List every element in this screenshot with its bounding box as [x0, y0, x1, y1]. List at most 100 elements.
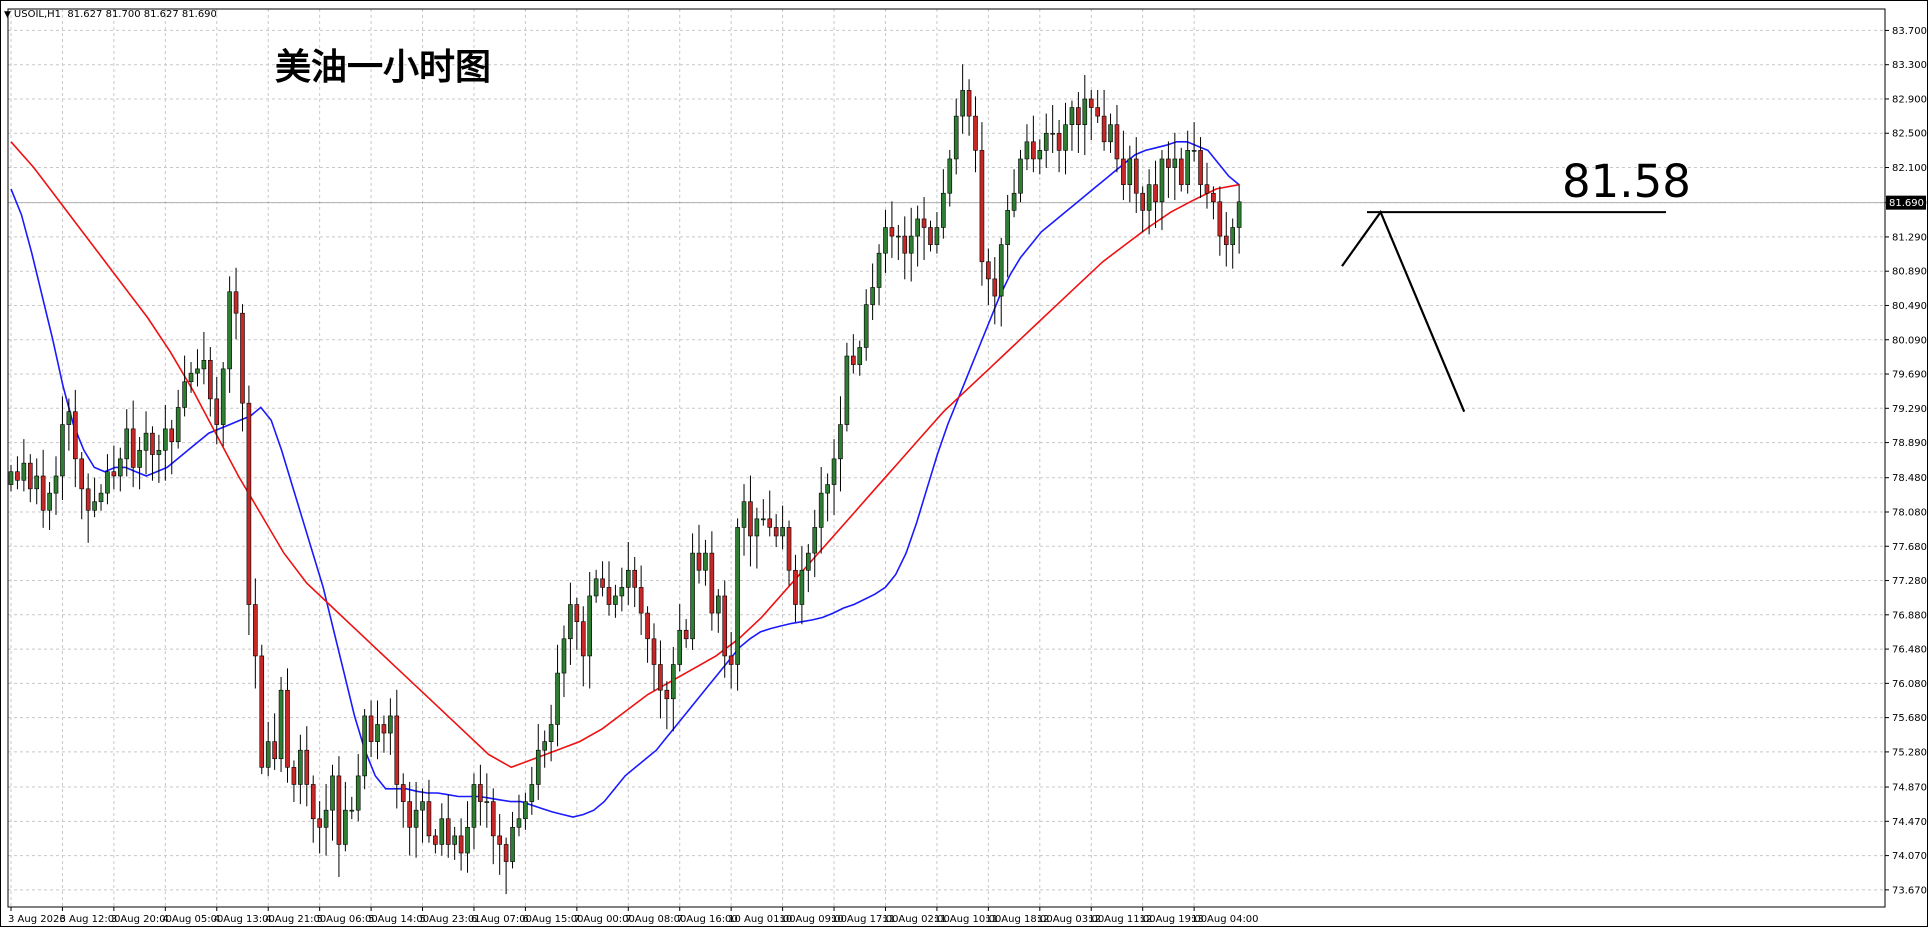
candle[interactable]: [497, 814, 502, 875]
candle[interactable]: [857, 340, 863, 376]
candle[interactable]: [156, 434, 162, 483]
candle[interactable]: [285, 668, 290, 783]
candle[interactable]: [143, 411, 149, 475]
candle[interactable]: [1114, 104, 1120, 173]
candle[interactable]: [291, 760, 297, 803]
candle[interactable]: [1011, 169, 1017, 218]
candle[interactable]: [124, 409, 130, 477]
candle[interactable]: [413, 781, 419, 858]
candle[interactable]: [825, 473, 830, 522]
candle[interactable]: [362, 709, 367, 790]
candle[interactable]: [220, 362, 226, 447]
candle[interactable]: [182, 355, 187, 417]
candle[interactable]: [1069, 100, 1075, 151]
candle[interactable]: [150, 426, 155, 481]
candle[interactable]: [883, 209, 888, 273]
candle[interactable]: [407, 781, 412, 856]
candlestick-series[interactable]: [8, 64, 1242, 895]
dropdown-triangle-icon[interactable]: ▼: [4, 10, 11, 20]
candle[interactable]: [806, 544, 811, 593]
candle[interactable]: [651, 623, 657, 691]
candle[interactable]: [478, 764, 483, 826]
candle[interactable]: [298, 734, 303, 805]
candle[interactable]: [735, 518, 740, 691]
candle[interactable]: [1043, 113, 1049, 168]
candle[interactable]: [973, 96, 978, 173]
candle[interactable]: [548, 704, 554, 762]
candle[interactable]: [85, 473, 91, 543]
candle[interactable]: [1127, 145, 1133, 203]
candle[interactable]: [1178, 147, 1184, 192]
candle[interactable]: [1056, 119, 1062, 173]
candle[interactable]: [349, 796, 355, 820]
candle[interactable]: [793, 554, 798, 623]
candle[interactable]: [272, 713, 277, 770]
candle[interactable]: [535, 724, 541, 800]
candle[interactable]: [786, 520, 792, 586]
candle[interactable]: [381, 715, 387, 753]
candle[interactable]: [34, 458, 40, 505]
candle[interactable]: [1108, 113, 1113, 153]
candle[interactable]: [400, 773, 406, 828]
candle[interactable]: [253, 578, 258, 689]
candle[interactable]: [458, 818, 464, 871]
candle[interactable]: [1166, 141, 1171, 198]
candle[interactable]: [317, 801, 322, 854]
candle[interactable]: [568, 582, 573, 665]
candle[interactable]: [465, 801, 470, 873]
candle[interactable]: [163, 404, 168, 481]
candle[interactable]: [1037, 139, 1043, 175]
candle[interactable]: [580, 606, 586, 687]
candle[interactable]: [606, 561, 612, 616]
symbol-header[interactable]: ▼ USOIL,H1 81.627 81.700 81.627 81.690: [4, 9, 217, 20]
candle[interactable]: [1198, 137, 1203, 198]
candle[interactable]: [1088, 89, 1094, 141]
candle[interactable]: [664, 681, 670, 730]
candle[interactable]: [574, 597, 580, 650]
candle[interactable]: [1172, 132, 1178, 201]
candle[interactable]: [523, 792, 528, 830]
candle[interactable]: [1121, 130, 1126, 201]
candle[interactable]: [870, 263, 875, 321]
candle[interactable]: [111, 445, 117, 490]
candle[interactable]: [73, 389, 78, 488]
candle[interactable]: [902, 216, 908, 280]
candle[interactable]: [638, 565, 644, 635]
candle[interactable]: [1211, 186, 1216, 220]
candle[interactable]: [79, 452, 85, 520]
candle[interactable]: [1185, 130, 1190, 194]
candle[interactable]: [709, 531, 715, 631]
candle[interactable]: [696, 524, 702, 584]
candle[interactable]: [330, 764, 335, 841]
candle[interactable]: [960, 64, 965, 134]
candle[interactable]: [773, 514, 779, 548]
candle[interactable]: [748, 475, 753, 567]
candle[interactable]: [992, 257, 998, 325]
candle[interactable]: [966, 79, 972, 136]
candle[interactable]: [555, 644, 560, 747]
candle[interactable]: [265, 721, 271, 777]
candle[interactable]: [1063, 102, 1068, 175]
candle[interactable]: [471, 773, 477, 850]
candle[interactable]: [388, 698, 393, 755]
candle[interactable]: [227, 276, 232, 393]
candle[interactable]: [323, 784, 329, 856]
candle[interactable]: [1095, 89, 1100, 123]
candle[interactable]: [908, 207, 914, 282]
candle[interactable]: [1082, 74, 1088, 156]
candle[interactable]: [953, 98, 959, 175]
candle[interactable]: [896, 224, 901, 261]
candle[interactable]: [420, 788, 425, 843]
candle[interactable]: [15, 456, 20, 490]
candle[interactable]: [375, 700, 380, 760]
candle[interactable]: [632, 556, 638, 608]
candle[interactable]: [445, 794, 451, 858]
candle[interactable]: [1018, 149, 1023, 203]
candle[interactable]: [799, 546, 805, 625]
candle[interactable]: [246, 385, 252, 635]
candle[interactable]: [812, 509, 818, 578]
candle[interactable]: [214, 377, 220, 445]
candle[interactable]: [1133, 137, 1139, 213]
candle[interactable]: [1191, 122, 1197, 162]
